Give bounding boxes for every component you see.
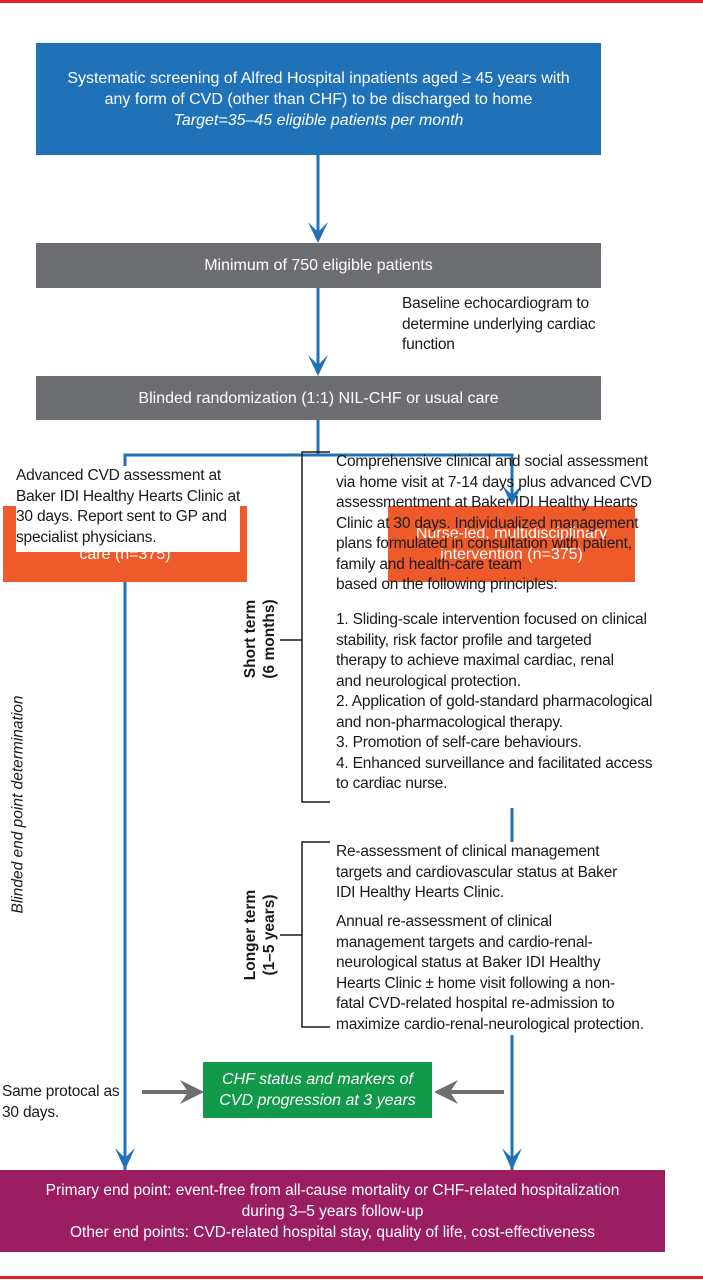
eligible-box: Minimum of 750 eligible patients xyxy=(36,243,601,288)
reassessment-text: Re-assessment of clinical management tar… xyxy=(336,843,618,901)
principles-list: 1. Sliding-scale intervention focused on… xyxy=(336,610,653,795)
principle-item: 2. Application of gold-standard pharmaco… xyxy=(336,693,653,731)
echo-note: Baseline echocardiogram to determine und… xyxy=(402,295,596,353)
blinded-endpoint-label: Blinded end point determination xyxy=(9,695,27,914)
same-protocol-text: Same protocal as 30 days. xyxy=(2,1083,120,1121)
chf-status-box: CHF status and markers of CVD progressio… xyxy=(203,1062,432,1118)
randomization-box: Blinded randomization (1:1) NIL-CHF or u… xyxy=(36,376,601,420)
intervention-box: Nurse-led, multidisciplinary interventio… xyxy=(388,506,635,582)
arrowhead xyxy=(308,222,328,243)
principle-item: 4. Enhanced surveillance and facilitated… xyxy=(336,754,653,793)
short-term-intro: Comprehensive clinical and social assess… xyxy=(336,453,652,593)
gray-arrowhead xyxy=(434,1080,458,1104)
longer-term-bracket xyxy=(301,841,330,1028)
short-term-bracket xyxy=(301,451,330,803)
screening-target: Target=35–45 eligible patients per month xyxy=(173,111,464,129)
principle-item: 1. Sliding-scale intervention focused on… xyxy=(336,611,647,690)
endpoints-box: Primary end point: event-free from all-c… xyxy=(0,1170,665,1252)
longer-term-label: Longer term (1–5 years) xyxy=(242,889,278,981)
top-rule xyxy=(0,0,703,3)
annual-reassessment-text: Annual re-assessment of clinical managem… xyxy=(336,913,644,1033)
screening-box: Systematic screening of Alfred Hospital … xyxy=(36,43,601,155)
arrowhead xyxy=(308,355,328,376)
arrowhead xyxy=(115,1148,135,1170)
usual-care-assessment: Advanced CVD assessment at Baker IDI Hea… xyxy=(16,466,240,552)
arrowhead xyxy=(502,1148,522,1170)
screening-text: Systematic screening of Alfred Hospital … xyxy=(67,69,570,108)
split-connector-right xyxy=(318,453,514,495)
arrowhead xyxy=(502,485,522,506)
bottom-rule xyxy=(0,1276,703,1279)
gray-arrowhead xyxy=(180,1080,204,1104)
short-term-label: Short term (6 months) xyxy=(242,599,278,679)
principle-item: 3. Promotion of self-care behaviours. xyxy=(336,734,582,751)
